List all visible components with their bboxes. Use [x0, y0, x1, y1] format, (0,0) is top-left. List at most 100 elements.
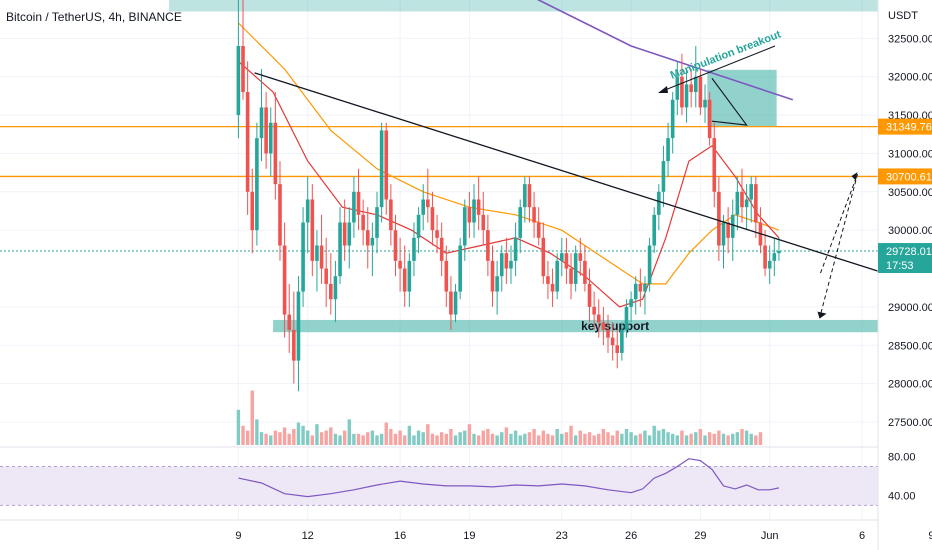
volume-bar [495, 435, 499, 445]
candle-body [255, 138, 259, 231]
candle-body [329, 283, 333, 300]
candle-body [587, 283, 592, 307]
volume-bar [361, 435, 365, 445]
candle-body [652, 214, 656, 246]
volume-bar [550, 435, 555, 445]
volume-bar [269, 435, 273, 445]
volume-bar [629, 432, 633, 445]
volume-bar [319, 432, 324, 445]
x-tick-label: 19 [463, 530, 475, 542]
y-tick-label: 29000.00 [888, 302, 932, 314]
volume-bar [731, 433, 735, 445]
candle-body [287, 314, 292, 330]
candle-body [772, 253, 777, 261]
candle-body [333, 276, 338, 300]
x-tick-label: 9 [928, 530, 932, 542]
candle-body [268, 122, 273, 154]
candle-body [273, 122, 278, 185]
candle-body [666, 138, 670, 162]
candle-body [610, 337, 615, 346]
volume-bar [347, 419, 351, 445]
last-price-tag [878, 243, 932, 274]
volume-bar [712, 433, 716, 445]
candle-body [560, 253, 564, 261]
candle-body [375, 207, 379, 238]
trend-line [254, 72, 932, 289]
projection-arrow-head [851, 172, 858, 181]
x-tick-label: 26 [625, 530, 637, 542]
volume-bar [749, 433, 753, 445]
candle-body [361, 214, 365, 231]
volume-bar [472, 433, 476, 445]
volume-bar [375, 435, 379, 445]
price-tag [878, 168, 932, 185]
candle-body [754, 184, 758, 223]
volume-bar [301, 425, 305, 445]
candle-body [439, 237, 444, 261]
candle-body [342, 222, 347, 246]
candle-body [698, 76, 703, 108]
volume-bar [250, 390, 254, 445]
candle-body [453, 291, 458, 315]
volume-bar [638, 433, 643, 445]
candle-body [680, 76, 684, 108]
rsi-line [238, 458, 780, 498]
volume-bar [634, 435, 638, 445]
candle-body [730, 214, 735, 238]
candle-body [292, 329, 296, 361]
volume-bar [578, 430, 582, 445]
volume-bar [735, 432, 740, 445]
candle-body [726, 222, 730, 238]
candle-body [509, 260, 513, 269]
candle-body [241, 46, 245, 93]
candle-body [564, 253, 569, 269]
candle-body [703, 99, 707, 108]
candle-body [379, 130, 384, 208]
volume-bar [754, 435, 758, 445]
candle-body [347, 222, 352, 246]
candle-body [693, 76, 698, 93]
volume-bar [342, 430, 347, 445]
volume-bars [236, 390, 763, 445]
volume-bar [527, 432, 532, 445]
candle-body [749, 184, 754, 200]
candle-body [712, 138, 717, 192]
projection-arrow-head [817, 311, 827, 319]
candle-body [426, 199, 430, 208]
candle-body [458, 245, 462, 292]
candle-body [402, 268, 407, 292]
candle-body [370, 237, 375, 246]
volume-bar [273, 430, 278, 445]
volume-bar [670, 433, 675, 445]
x-tick-label: 6 [859, 530, 865, 542]
volume-bar [652, 425, 656, 445]
price-axis-background [878, 0, 932, 550]
x-tick-label: 12 [302, 530, 314, 542]
volume-bar [259, 432, 264, 445]
ma-long-line [536, 0, 794, 101]
volume-bar [421, 432, 425, 445]
volume-bar [698, 429, 703, 445]
candle-body [407, 260, 412, 292]
candle-body [315, 245, 319, 261]
volume-bar [255, 419, 259, 445]
candle-body [689, 84, 693, 93]
projection-path [820, 174, 858, 315]
volume-bar [458, 432, 462, 445]
candle-body [735, 191, 740, 215]
volume-bar [564, 432, 569, 445]
volume-bar [573, 435, 578, 445]
price-tag [878, 118, 932, 135]
rsi-pane [0, 446, 932, 521]
y-tick-label: 30000.00 [888, 225, 932, 237]
x-tick-label: 23 [556, 530, 568, 542]
volume-bar [606, 432, 610, 445]
volume-bar [282, 427, 287, 445]
volume-bar [610, 435, 615, 445]
candle-body [592, 306, 596, 315]
volume-bar [352, 433, 356, 445]
volume-bar [324, 430, 328, 445]
zone-label: key support [581, 319, 649, 333]
volume-bar [703, 435, 707, 445]
volume-bar [481, 430, 485, 445]
